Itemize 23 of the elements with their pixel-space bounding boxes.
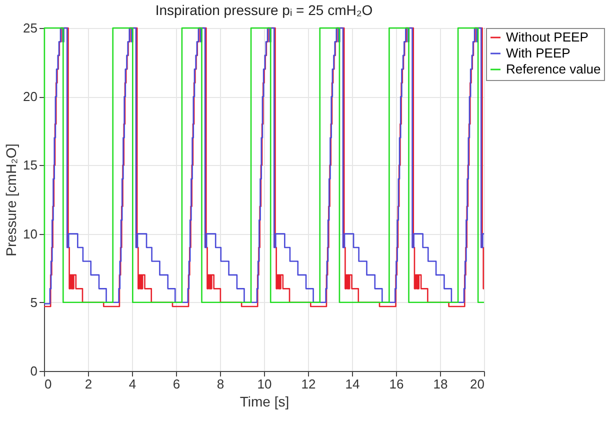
x-tick-label: 0	[44, 376, 52, 392]
x-tick-label: 8	[216, 376, 224, 392]
x-tick-label: 12	[301, 376, 316, 392]
x-tick-label: 16	[389, 376, 404, 392]
x-tick-label: 6	[172, 376, 180, 392]
legend-label: With PEEP	[506, 46, 570, 60]
legend-label: Reference value	[506, 62, 601, 76]
x-tick-label: 20	[470, 376, 484, 392]
x-tick-label: 2	[84, 376, 92, 392]
y-tick-label: 15	[23, 158, 38, 173]
y-axis-title: Pressure [cmH₂O]	[3, 144, 20, 256]
y-tick-label: 5	[30, 294, 38, 310]
x-tick-label: 14	[345, 376, 360, 392]
chart-title: Inspiration pressure pᵢ = 25 cmH₂O	[155, 2, 373, 18]
y-tick-label: 25	[23, 20, 38, 36]
x-axis-title: Time [s]	[240, 394, 290, 410]
y-tick-label: 0	[30, 364, 38, 378]
x-tick-label: 18	[433, 376, 448, 392]
x-tick-label: 4	[128, 376, 136, 392]
y-tick-label: 20	[23, 89, 38, 104]
y-tick-label: 10	[23, 226, 38, 242]
legend-label: Without PEEP	[506, 30, 588, 44]
x-tick-label: 10	[257, 376, 272, 392]
